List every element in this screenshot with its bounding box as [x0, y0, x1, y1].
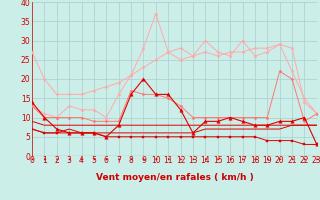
X-axis label: Vent moyen/en rafales ( km/h ): Vent moyen/en rafales ( km/h ) [96, 173, 253, 182]
